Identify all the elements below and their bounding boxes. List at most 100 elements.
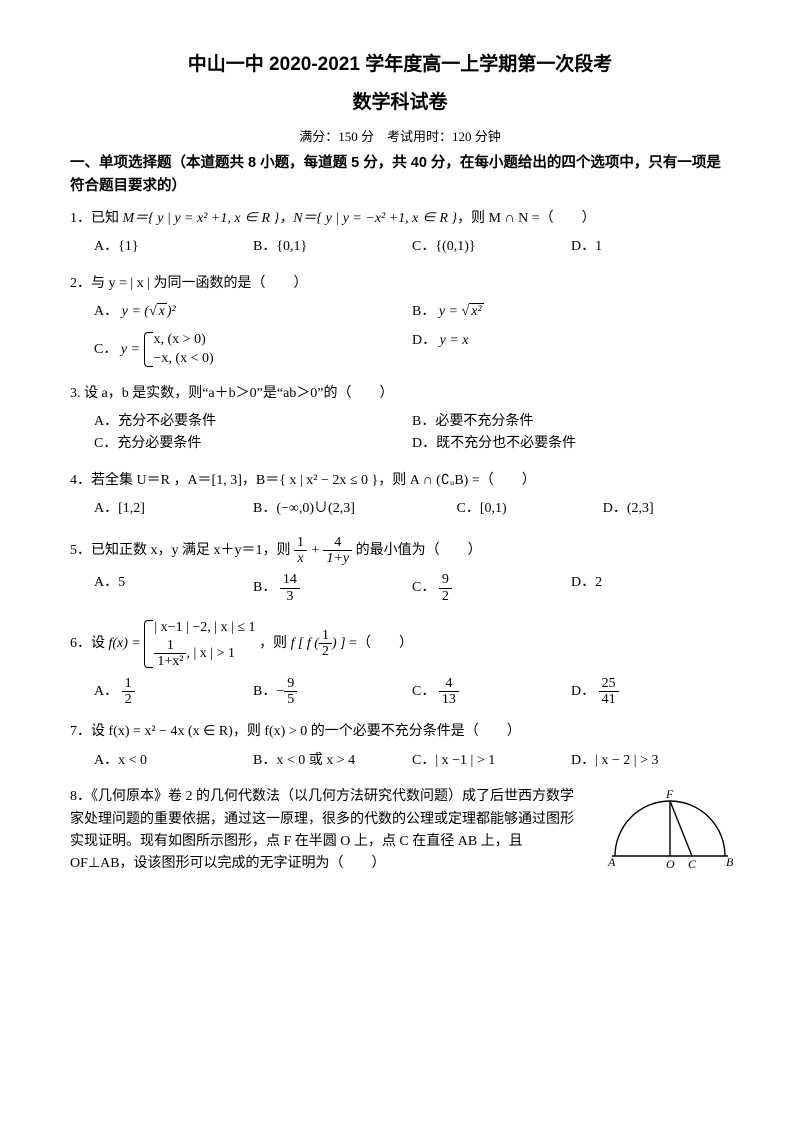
- q1-stem: 1．已知 M＝{ y | y = x² +1, x ∈ R }，N＝{ y | …: [70, 208, 730, 230]
- q5-post: 的最小值为（ ）: [356, 543, 482, 558]
- q1-opt-c: C．{(0,1)}: [412, 236, 571, 258]
- q2-c-row2: −x, (x < 0): [154, 349, 214, 369]
- q5-c-pre: C．: [412, 581, 435, 596]
- q1-m: M＝{ y | y = x² +1, x ∈ R }，: [123, 211, 294, 226]
- q6-bn: 9: [284, 676, 297, 692]
- question-8: 8．《几何原本》卷 2 的几何代数法（以几何方法研究代数问题）成了后世西方数学家…: [70, 786, 730, 876]
- question-1: 1．已知 M＝{ y | y = x² +1, x ∈ R }，N＝{ y | …: [70, 208, 730, 259]
- q2-a-pre: A．: [94, 304, 118, 319]
- q5-f1d: x: [294, 551, 307, 566]
- q1-n: N＝{ y | y = −x² +1, x ∈ R }: [293, 211, 457, 226]
- question-5: 5．已知正数 x，y 满足 x＋y＝1，则 1x + 41+y 的最小值为（ ）…: [70, 535, 730, 605]
- q1-pre: 1．已知: [70, 211, 123, 226]
- question-4: 4．若全集 U＝R ，A＝[1, 3]，B＝{ x | x² − 2x ≤ 0 …: [70, 470, 730, 521]
- q3-options: A．充分不必要条件 B．必要不充分条件 C．充分必要条件 D．既不充分也不必要条…: [70, 411, 730, 456]
- q3-opt-b: B．必要不充分条件: [412, 411, 730, 433]
- section-1-header: 一、单项选择题（本道题共 8 小题，每道题 5 分，共 40 分，在每小题给出的…: [70, 152, 730, 198]
- q6-stem: 6．设 f(x) = | x−1 | −2, | x | ≤ 1 11+x², …: [70, 618, 730, 669]
- label-b: B: [726, 855, 734, 869]
- q2-opt-d: D． y = x: [412, 330, 730, 369]
- q1-opt-a: A．{1}: [94, 236, 253, 258]
- q7-options: A．x < 0 B．x < 0 或 x > 4 C．| x −1 | > 1 D…: [70, 750, 730, 772]
- q2-c-row1: x, (x > 0): [154, 330, 214, 350]
- question-7: 7．设 f(x) = x² − 4x (x ∈ R)，则 f(x) > 0 的一…: [70, 721, 730, 772]
- q5-b-pre: B．: [253, 581, 276, 596]
- q4-opt-d: D．(2,3]: [603, 498, 730, 520]
- label-f: F: [665, 787, 674, 801]
- question-3: 3. 设 a，b 是实数，则“a＋b＞0”是“ab＞0”的（ ） A．充分不必要…: [70, 383, 730, 456]
- q6-dn: 25: [599, 676, 619, 692]
- q3-opt-c: C．充分必要条件: [94, 433, 412, 455]
- q6-an: 1: [122, 676, 135, 692]
- q4-opt-a: A．[1,2]: [94, 498, 253, 520]
- q5-opt-c: C． 92: [412, 572, 571, 604]
- q6-opt-a: A． 12: [94, 676, 253, 708]
- question-2: 2．与 y = | x | 为同一函数的是（ ） A． y = (x)² B． …: [70, 273, 730, 369]
- q1-opt-d: D．1: [571, 236, 730, 258]
- q2-opt-a: A． y = (x)²: [94, 301, 412, 323]
- q6-cn2: 4: [439, 676, 459, 692]
- q6-options: A． 12 B．−95 C． 413 D． 2541: [70, 676, 730, 708]
- q6-cd2: 13: [439, 692, 459, 707]
- q6-opt-b: B．−95: [253, 676, 412, 708]
- q5-options: A．5 B． 143 C． 92 D．2: [70, 572, 730, 604]
- q6-c2d: 1+x²: [154, 654, 186, 669]
- q7-opt-b: B．x < 0 或 x > 4: [253, 750, 412, 772]
- q5-f1n: 1: [294, 535, 307, 551]
- q6-cd: 2: [319, 644, 332, 659]
- q6-c-pre: C．: [412, 684, 435, 699]
- q6-case1: | x−1 | −2, | x | ≤ 1: [154, 618, 255, 638]
- q2-stem: 2．与 y = | x | 为同一函数的是（ ）: [70, 273, 730, 295]
- q5-f2d: 1+y: [323, 551, 352, 566]
- q3-opt-d: D．既不充分也不必要条件: [412, 433, 730, 455]
- q2-d-pre: D．: [412, 333, 436, 348]
- q7-opt-d: D．| x − 2 | > 3: [571, 750, 730, 772]
- q5-bn: 14: [280, 572, 300, 588]
- q6-dd: 41: [599, 692, 619, 707]
- q7-opt-a: A．x < 0: [94, 750, 253, 772]
- q6-a-pre: A．: [94, 684, 118, 699]
- q6-mid: ，则: [259, 636, 291, 651]
- q5-cd: 2: [439, 589, 452, 604]
- q2-b-pre: B．: [412, 304, 435, 319]
- q6-opt-d: D． 2541: [571, 676, 730, 708]
- q5-f2n: 4: [323, 535, 352, 551]
- q6-b-pre: B．: [253, 684, 276, 699]
- q6-d-pre: D．: [571, 684, 595, 699]
- q5-stem: 5．已知正数 x，y 满足 x＋y＝1，则 1x + 41+y 的最小值为（ ）: [70, 535, 730, 567]
- q7-opt-c: C．| x −1 | > 1: [412, 750, 571, 772]
- q6-ad: 2: [122, 692, 135, 707]
- semicircle-diagram-icon: A O C B F: [600, 786, 740, 876]
- q6-pre: 6．设: [70, 636, 109, 651]
- q6-c2c: , | x | > 1: [186, 646, 235, 661]
- q5-opt-d: D．2: [571, 572, 730, 604]
- q4-options: A．[1,2] B．(−∞,0)∪(2,3] C．[0,1) D．(2,3]: [70, 498, 730, 520]
- q5-opt-b: B． 143: [253, 572, 412, 604]
- q4-stem: 4．若全集 U＝R ，A＝[1, 3]，B＝{ x | x² − 2x ≤ 0 …: [70, 470, 730, 492]
- exam-meta: 满分：150 分 考试用时：120 分钟: [70, 127, 730, 148]
- q2-options: A． y = (x)² B． y = x² C． y = x, (x > 0) …: [70, 301, 730, 369]
- q6-cn: 1: [319, 628, 332, 644]
- q8-stem: 8．《几何原本》卷 2 的几何代数法（以几何方法研究代数问题）成了后世西方数学家…: [70, 786, 580, 876]
- q5-opt-a: A．5: [94, 572, 253, 604]
- q2-opt-b: B． y = x²: [412, 301, 730, 323]
- q6-opt-c: C． 413: [412, 676, 571, 708]
- q5-cn: 9: [439, 572, 452, 588]
- label-o: O: [666, 857, 675, 871]
- q6-post: =（ ）: [349, 636, 413, 651]
- question-6: 6．设 f(x) = | x−1 | −2, | x | ≤ 1 11+x², …: [70, 618, 730, 707]
- q3-opt-a: A．充分不必要条件: [94, 411, 412, 433]
- q5-bd: 3: [280, 589, 300, 604]
- q4-opt-c: C．[0,1): [457, 498, 603, 520]
- q2-opt-c: C． y = x, (x > 0) −x, (x < 0): [94, 330, 412, 369]
- q1-options: A．{1} B．{0,1} C．{(0,1)} D．1: [70, 236, 730, 258]
- q2-c-pre: C．: [94, 341, 117, 356]
- q1-opt-b: B．{0,1}: [253, 236, 412, 258]
- q3-stem: 3. 设 a，b 是实数，则“a＋b＞0”是“ab＞0”的（ ）: [70, 383, 730, 405]
- exam-subtitle: 数学科试卷: [70, 88, 730, 118]
- q6-bd: 5: [284, 692, 297, 707]
- exam-title: 中山一中 2020-2021 学年度高一上学期第一次段考: [70, 50, 730, 80]
- label-c: C: [688, 857, 697, 871]
- q2-d-expr: y = x: [440, 333, 469, 348]
- q4-opt-b: B．(−∞,0)∪(2,3]: [253, 498, 457, 520]
